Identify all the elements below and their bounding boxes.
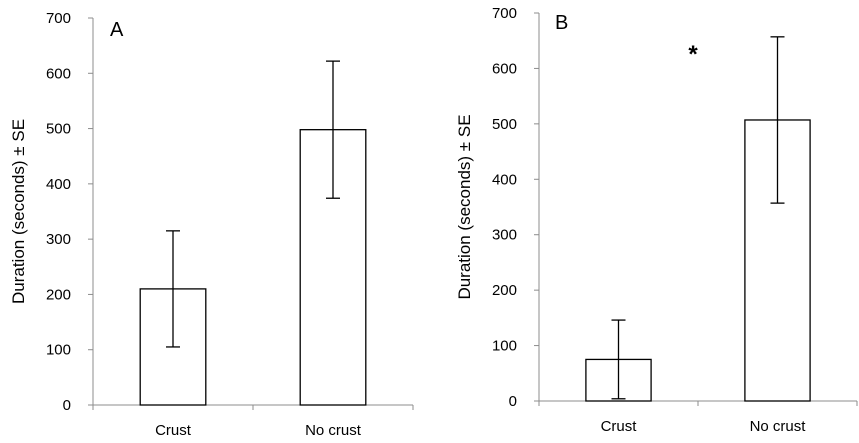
y-tick-label: 300 bbox=[46, 231, 71, 248]
significance-asterisk: * bbox=[688, 41, 698, 68]
y-tick-label: 500 bbox=[492, 116, 517, 133]
y-tick-label: 0 bbox=[63, 397, 71, 414]
panel-label-b: B bbox=[555, 12, 568, 34]
y-tick-label: 500 bbox=[46, 121, 71, 138]
panel-a: 0 100 200 300 400 500 600 700 Crust No crust Durat… bbox=[9, 10, 414, 439]
y-tick-label: 300 bbox=[492, 227, 517, 244]
y-axis-title: Duration (seconds) ± SE bbox=[9, 119, 28, 304]
y-tick-label: 700 bbox=[46, 10, 71, 27]
y-tick-label: 400 bbox=[492, 171, 517, 188]
y-tick-label: 100 bbox=[492, 338, 517, 355]
panel-b: 0 100 200 300 400 500 600 700 Crust No crust Durat… bbox=[455, 5, 858, 435]
y-axis-title: Duration (seconds) ± SE bbox=[455, 114, 474, 299]
y-tick-label: 600 bbox=[46, 65, 71, 82]
x-category-label: No crust bbox=[750, 418, 807, 435]
y-tick-label: 100 bbox=[46, 342, 71, 359]
x-category-label: Crust bbox=[155, 422, 192, 439]
y-tick-label: 600 bbox=[492, 60, 517, 77]
y-tick-label: 400 bbox=[46, 176, 71, 193]
x-category-label: No crust bbox=[305, 422, 362, 439]
y-tick-label: 0 bbox=[509, 393, 517, 410]
y-tick-label: 200 bbox=[46, 286, 71, 303]
y-tick-label: 200 bbox=[492, 282, 517, 299]
panel-label-a: A bbox=[110, 19, 124, 41]
x-category-label: Crust bbox=[601, 418, 638, 435]
y-tick-label: 700 bbox=[492, 5, 517, 22]
